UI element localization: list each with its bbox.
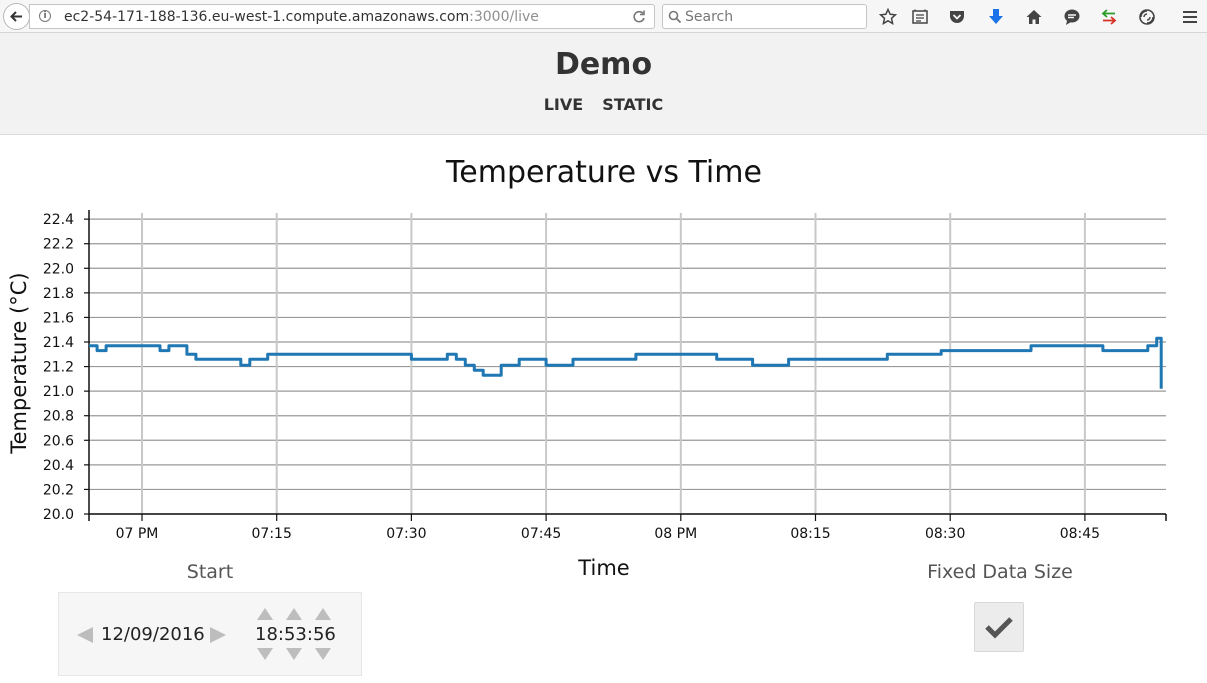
- url-text[interactable]: ec2-54-171-188-136.eu-west-1.compute.ama…: [64, 9, 539, 25]
- tracking-icon[interactable]: [1138, 8, 1156, 26]
- chat-icon[interactable]: [1063, 8, 1081, 26]
- hamburger-menu-icon[interactable]: [1181, 8, 1199, 26]
- y-tick-label: 20.2: [43, 482, 74, 498]
- x-axis-label: Time: [577, 556, 629, 580]
- main-nav: LIVE STATIC: [0, 95, 1207, 114]
- y-tick-label: 20.6: [43, 433, 74, 449]
- chart-grid: [89, 213, 1166, 515]
- y-tick-label: 21.4: [43, 335, 74, 351]
- y-tick-label: 22.0: [43, 261, 74, 277]
- minute-up-arrow-icon[interactable]: [286, 608, 302, 620]
- hour-down-arrow-icon[interactable]: [257, 648, 273, 660]
- info-icon[interactable]: i: [39, 10, 51, 22]
- y-tick-label: 20.4: [43, 458, 74, 474]
- browser-toolbar: i ec2-54-171-188-136.eu-west-1.compute.a…: [0, 0, 1207, 33]
- start-label: Start: [186, 561, 234, 583]
- y-tick-label: 21.6: [43, 310, 74, 326]
- y-tick-label: 21.0: [43, 384, 74, 400]
- fixed-data-size-checkbox[interactable]: [974, 602, 1024, 652]
- search-input[interactable]: [685, 7, 860, 26]
- x-tick-label: 08:15: [790, 526, 830, 542]
- hour-up-arrow-icon[interactable]: [257, 608, 273, 620]
- url-bar[interactable]: i ec2-54-171-188-136.eu-west-1.compute.a…: [29, 4, 655, 29]
- checkmark-icon: [985, 617, 1013, 639]
- temperature-series-line: [89, 336, 1163, 389]
- x-tick-label: 07:45: [521, 526, 561, 542]
- x-axis-ticks: 07 PM 07:15 07:30 07:45 08 PM 08:15 08:30 08:45: [116, 514, 1100, 542]
- fixed-data-size-label: Fixed Data Size: [927, 561, 1073, 583]
- minute-down-arrow-icon[interactable]: [286, 648, 302, 660]
- time-value[interactable]: 18:53:56: [255, 624, 336, 645]
- y-tick-label: 21.8: [43, 286, 74, 302]
- date-next-arrow-icon[interactable]: [210, 627, 226, 643]
- y-axis-label: Temperature (°C): [7, 272, 31, 454]
- reading-list-icon[interactable]: [911, 8, 929, 26]
- chart-axes: [88, 210, 1167, 521]
- y-tick-label: 22.4: [43, 212, 74, 228]
- date-value[interactable]: 12/09/2016: [101, 624, 205, 645]
- second-down-arrow-icon[interactable]: [315, 648, 331, 660]
- second-up-arrow-icon[interactable]: [315, 608, 331, 620]
- home-icon[interactable]: [1025, 8, 1043, 26]
- page-title: Demo: [554, 47, 653, 82]
- download-icon[interactable]: [987, 8, 1005, 26]
- chart-title: Temperature vs Time: [445, 155, 762, 190]
- x-tick-label: 07:15: [252, 526, 292, 542]
- start-datetime-picker: 12/09/2016 18:53:56: [58, 592, 362, 676]
- y-tick-label: 20.8: [43, 409, 74, 425]
- x-tick-label: 08 PM: [654, 526, 697, 542]
- url-path: :3000/live: [469, 9, 539, 25]
- reload-icon[interactable]: [631, 9, 647, 25]
- x-tick-label: 08:45: [1060, 526, 1100, 542]
- back-button[interactable]: [3, 3, 30, 30]
- x-tick-label: 07:30: [386, 526, 426, 542]
- nav-live-link[interactable]: LIVE: [543, 95, 584, 114]
- y-tick-label: 21.2: [43, 360, 74, 376]
- search-icon: [668, 10, 682, 24]
- y-tick-label: 22.2: [43, 237, 74, 253]
- url-host: ec2-54-171-188-136.eu-west-1.compute.ama…: [64, 9, 470, 25]
- y-tick-label: 20.0: [43, 507, 74, 523]
- site-header: Demo LIVE STATIC: [0, 33, 1207, 135]
- date-prev-arrow-icon[interactable]: [77, 627, 93, 643]
- y-axis-ticks: 20.0 20.2 20.4 20.6 20.8 21.0 21.2 21.4 21.6 21.8…: [43, 212, 89, 523]
- x-tick-label: 08:30: [925, 526, 965, 542]
- back-arrow-icon: [10, 11, 22, 22]
- pocket-icon[interactable]: [948, 8, 966, 26]
- nav-static-link[interactable]: STATIC: [602, 95, 664, 114]
- x-tick-label: 07 PM: [116, 526, 159, 542]
- search-box[interactable]: [662, 4, 867, 29]
- bookmark-star-icon[interactable]: [879, 8, 897, 26]
- sync-arrows-icon[interactable]: [1100, 8, 1118, 26]
- temperature-chart: Temperature vs Time 20.0 20.2 20.4 20.6 20.8…: [7, 155, 1167, 580]
